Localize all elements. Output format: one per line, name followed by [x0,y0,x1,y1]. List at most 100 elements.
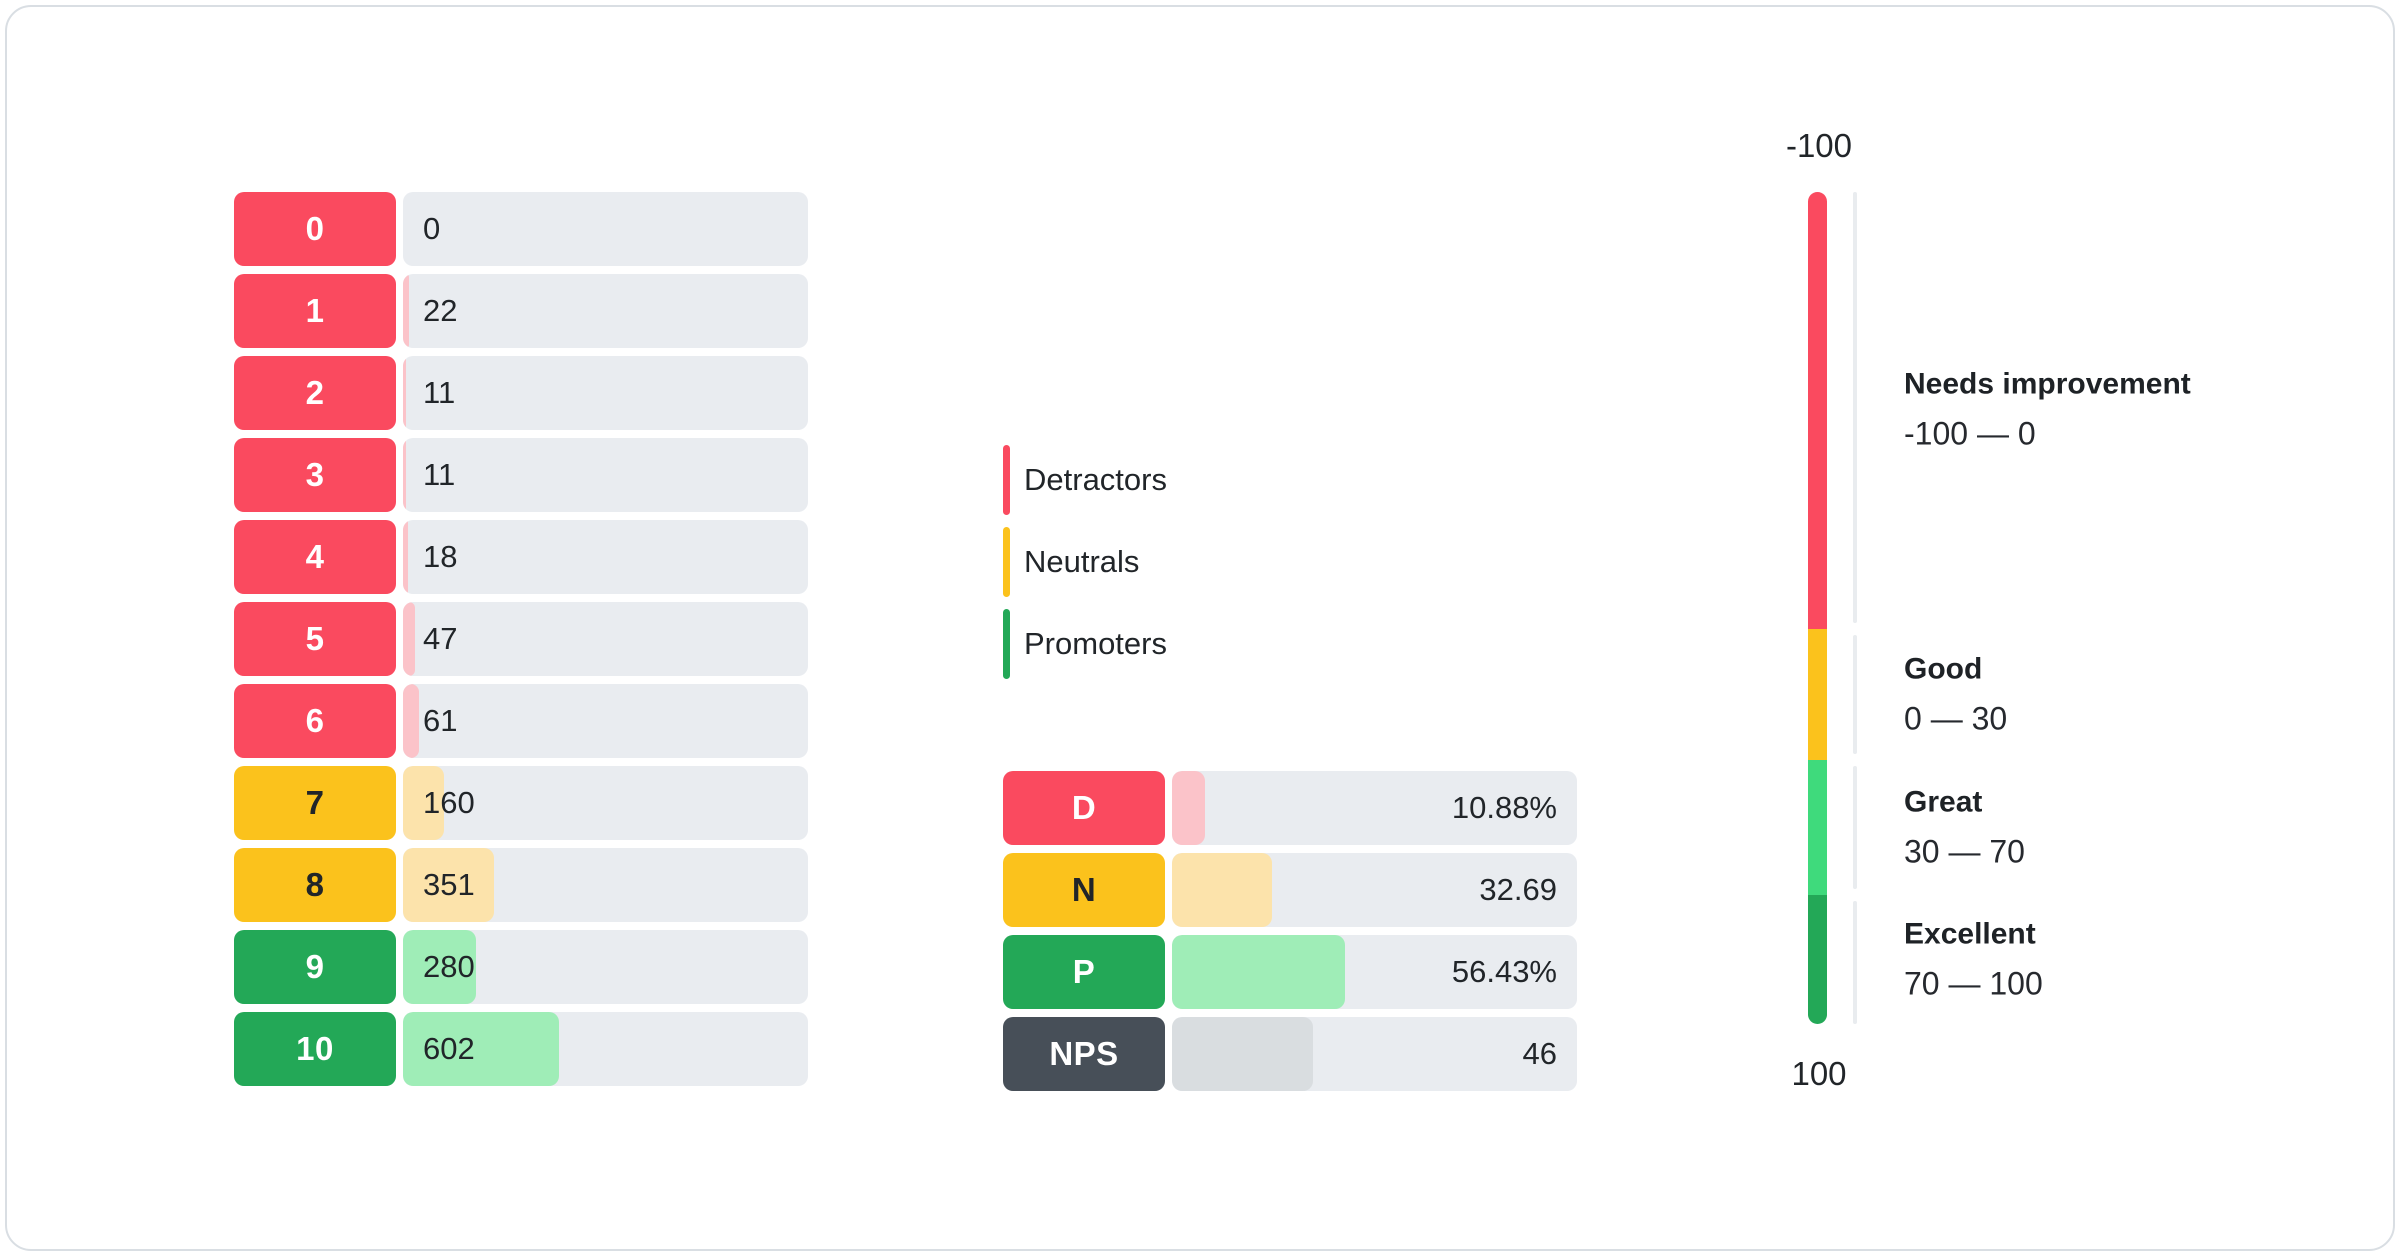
score-count: 47 [423,621,458,656]
gauge-segment [1808,895,1827,1024]
legend-label: Neutrals [1024,544,1140,579]
score-track: 0 [403,192,808,266]
score-count: 0 [423,211,441,246]
gauge-bottom-axis-label: 100 [1791,1055,1847,1092]
score-track: 280 [403,930,808,1004]
score-track: 351 [403,848,808,922]
score-distribution-chart: 0 0 1 22 2 11 3 11 4 18 5 47 6 61 7 160 8 351 9 280 10 602 [234,192,808,1086]
score-label: 7 [234,766,396,840]
gauge-segment-range: 0 — 30 [1904,700,2008,737]
score-fill [403,684,419,758]
summary-label: N [1003,853,1165,927]
gauge-segment-title: Good [1904,652,1983,686]
legend-color-pill [1003,609,1010,679]
summary-track: 46 [1172,1017,1577,1091]
legend-item: Promoters [1003,607,1167,681]
score-count: 22 [423,293,458,328]
score-count: 280 [423,949,475,984]
summary-fill [1172,853,1272,927]
summary-value: 10.88% [1451,790,1557,825]
score-count: 11 [423,457,456,492]
legend-color-pill [1003,527,1010,597]
summary-fill [1172,935,1345,1009]
summary-row: N 32.69 [1003,853,1577,927]
gauge-segment-range: 30 — 70 [1904,833,2025,870]
gauge-segment-title: Great [1904,785,1983,819]
score-row: 3 11 [234,438,808,512]
score-track: 602 [403,1012,808,1086]
gauge-segment [1808,192,1827,629]
summary-row: D 10.88% [1003,771,1577,845]
gauge-segment [1808,628,1827,761]
score-label: 9 [234,930,396,1004]
summary-value: 56.43% [1451,954,1557,989]
gauge-segment-label: Excellent 70 — 100 [1904,917,2043,1002]
gauge-axis-segment [1853,192,1857,623]
gauge-segment-label: Needs improvement -100 — 0 [1904,368,2191,453]
summary-value: 32.69 [1479,872,1557,907]
score-track: 47 [403,602,808,676]
summary-fill [1172,1017,1313,1091]
score-fill [403,438,406,512]
score-label: 4 [234,520,396,594]
gauge-segment-title: Excellent [1904,917,2036,951]
score-track: 11 [403,438,808,512]
score-fill [403,848,494,922]
gauge-axis-segment [1853,766,1857,890]
summary-track: 56.43% [1172,935,1577,1009]
score-row: 10 602 [234,1012,808,1086]
score-row: 8 351 [234,848,808,922]
score-row: 7 160 [234,766,808,840]
score-count: 18 [423,539,458,574]
score-fill [403,520,408,594]
score-label: 10 [234,1012,396,1086]
gauge-top-axis-label: -100 [1785,127,1853,164]
score-fill [403,356,406,430]
legend-label: Promoters [1024,626,1167,661]
summary-track: 32.69 [1172,853,1577,927]
legend-color-pill [1003,445,1010,515]
gauge-segment-label: Good 0 — 30 [1904,652,2007,737]
score-track: 61 [403,684,808,758]
score-track: 18 [403,520,808,594]
score-row: 5 47 [234,602,808,676]
score-fill [403,1012,559,1086]
score-fill [403,930,476,1004]
legend-item: Neutrals [1003,525,1167,599]
score-count: 602 [423,1031,475,1066]
score-label: 6 [234,684,396,758]
score-track: 160 [403,766,808,840]
score-track: 11 [403,356,808,430]
score-label: 3 [234,438,396,512]
score-fill [403,766,445,840]
score-label: 5 [234,602,396,676]
summary-fill [1172,771,1206,845]
summary-label: NPS [1003,1017,1165,1091]
score-label: 1 [234,274,396,348]
score-row: 2 11 [234,356,808,430]
score-row: 4 18 [234,520,808,594]
summary-value: 46 [1522,1036,1557,1071]
gauge-segment-range: -100 — 0 [1904,415,2036,452]
gauge-axis-line [1853,192,1857,1024]
score-count: 11 [423,375,456,410]
summary-track: 10.88% [1172,771,1577,845]
gauge-segment-range: 70 — 100 [1904,965,2043,1002]
score-track: 22 [403,274,808,348]
summary-label: P [1003,935,1165,1009]
score-label: 8 [234,848,396,922]
summary-chart: D 10.88% N 32.69 P 56.43% NPS 46 [1003,771,1577,1091]
summary-row: NPS 46 [1003,1017,1577,1091]
score-count: 351 [423,867,475,902]
score-fill [403,602,416,676]
summary-label: D [1003,771,1165,845]
gauge-axis-segment [1853,634,1857,755]
gauge-axis-segment [1853,901,1857,1024]
legend-item: Detractors [1003,443,1167,517]
score-label: 2 [234,356,396,430]
score-row: 9 280 [234,930,808,1004]
score-fill [403,274,409,348]
score-row: 1 22 [234,274,808,348]
score-row: 6 61 [234,684,808,758]
